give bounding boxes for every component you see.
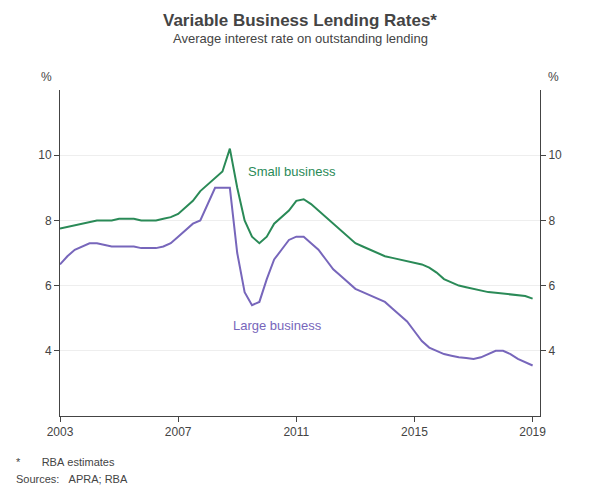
svg-text:Large business: Large business (233, 318, 322, 333)
svg-text:Small business: Small business (248, 164, 336, 179)
svg-text:2019: 2019 (519, 425, 546, 439)
svg-text:Variable Business Lending Rate: Variable Business Lending Rates* (163, 11, 437, 30)
svg-text:10: 10 (38, 148, 52, 162)
svg-text:%: % (41, 70, 52, 84)
svg-text:6: 6 (45, 279, 52, 293)
svg-text:2003: 2003 (47, 425, 74, 439)
svg-text:Sources: APRA; RBA: Sources: APRA; RBA (16, 473, 128, 485)
svg-text:2011: 2011 (283, 425, 309, 439)
svg-text:%: % (548, 70, 559, 84)
svg-text:8: 8 (548, 214, 555, 228)
svg-text:2015: 2015 (401, 425, 428, 439)
svg-text:4: 4 (45, 344, 52, 358)
svg-text:4: 4 (548, 344, 555, 358)
svg-text:8: 8 (45, 214, 52, 228)
svg-text:10: 10 (548, 148, 562, 162)
svg-text:Average interest rate on outst: Average interest rate on outstanding len… (173, 31, 428, 46)
svg-text:6: 6 (548, 279, 555, 293)
svg-text:2007: 2007 (165, 425, 192, 439)
svg-text:* RBA estimates: * RBA estimates (16, 456, 115, 468)
